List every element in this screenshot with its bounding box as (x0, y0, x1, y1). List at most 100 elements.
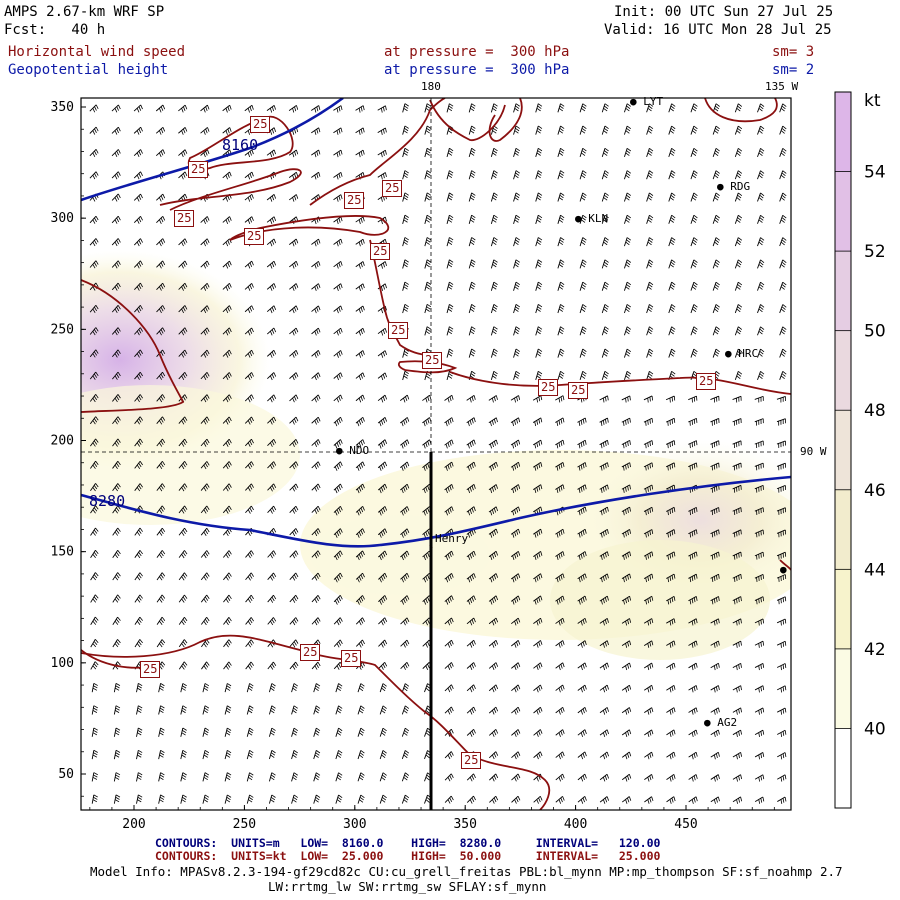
wind-barb (511, 751, 521, 760)
wind-barb (466, 461, 476, 471)
station-east-edge[interactable]: ● (780, 563, 787, 576)
wind-barb (535, 237, 543, 247)
wind-barb (446, 326, 454, 336)
wind-barb (379, 772, 387, 782)
wind-barb (468, 259, 476, 269)
station-hrc[interactable]: ● HRC (725, 347, 759, 360)
wind-barb (732, 507, 742, 516)
wind-barb (621, 662, 632, 671)
wind-barb (424, 214, 432, 224)
wind-barb (601, 348, 609, 358)
wind-barb (112, 483, 121, 492)
wind-barb (400, 595, 410, 605)
wind-barb (754, 507, 764, 515)
wind-barb (535, 147, 543, 158)
wind-barb (599, 618, 609, 626)
wind-barb (333, 416, 343, 427)
wind-barb (112, 394, 121, 403)
wind-barb (468, 192, 476, 202)
wind-barb (754, 462, 764, 471)
wind-barb (779, 371, 787, 380)
wind-barb (754, 685, 765, 693)
wind-barb (91, 794, 98, 804)
wind-barb (113, 727, 121, 737)
wind-barb (757, 237, 765, 247)
wind-barb (535, 125, 543, 135)
station-ndo[interactable]: ● NDO (336, 444, 370, 457)
wind-barb (555, 796, 565, 804)
wind-barb (468, 147, 476, 158)
station-rdg[interactable]: ● RDG (717, 180, 751, 193)
wind-barb (511, 662, 521, 671)
wind-barb (266, 104, 276, 113)
wind-barb (621, 751, 632, 760)
wind-barb (112, 550, 121, 559)
wind-barb (377, 417, 388, 427)
wind-barb (466, 573, 476, 583)
station-kln[interactable]: ● KLN (575, 212, 609, 225)
wind-barb (643, 662, 654, 671)
wind-barb (112, 594, 121, 603)
wind-barb (734, 103, 743, 113)
wind-barbs (89, 103, 787, 804)
wind-barb (644, 751, 654, 760)
wind-barb (601, 281, 609, 291)
wind-barb (777, 707, 787, 715)
wind-barb (621, 440, 631, 449)
colorbar-swatch (835, 410, 851, 490)
wind-contour-label: 25 (538, 379, 559, 396)
wind-barb (690, 214, 698, 224)
wind-barb (511, 773, 521, 782)
wind-barb (557, 192, 565, 202)
wind-barb (757, 281, 765, 291)
wind-barb (599, 796, 610, 804)
wind-barb (668, 326, 676, 336)
wind-barb (156, 550, 166, 559)
wind-barb (113, 683, 121, 693)
wind-barb (732, 395, 742, 403)
wind-barb (732, 418, 742, 426)
wind-barb (266, 149, 276, 158)
wind-barb (355, 283, 365, 291)
wind-barb (289, 260, 299, 269)
wind-barb (533, 751, 543, 760)
wind-barb (311, 550, 321, 559)
wind-barb (222, 282, 232, 291)
station-ag2[interactable]: ● AG2 (704, 716, 738, 729)
wind-barb (111, 215, 121, 224)
wind-barb (158, 749, 165, 760)
wind-barb (200, 461, 210, 470)
wind-barb (134, 394, 143, 403)
wind-barb (291, 705, 298, 715)
wind-barb (712, 148, 720, 158)
wind-barb (91, 772, 98, 782)
station-lyt[interactable]: ● LYT (630, 95, 664, 108)
wind-barb (666, 573, 676, 583)
wind-barb (222, 550, 232, 559)
wind-barb (532, 461, 543, 471)
wind-barb (333, 350, 343, 358)
wind-barb (646, 348, 654, 358)
wind-barb (156, 527, 166, 536)
station-henry[interactable]: Henry (435, 533, 468, 545)
wind-barb (533, 573, 543, 583)
wind-barb (134, 460, 143, 470)
wind-contour-label: 25 (568, 382, 589, 399)
wind-barb (333, 595, 343, 605)
wind-barb (400, 617, 410, 626)
wind-barb (134, 416, 143, 425)
wind-barb (555, 528, 565, 538)
wind-barb (646, 370, 654, 381)
wind-barb (333, 639, 343, 648)
wind-barb (754, 395, 764, 403)
wind-barb (513, 326, 520, 336)
wind-barb (688, 395, 698, 403)
wind-barb (688, 529, 698, 538)
wind-barb (668, 348, 676, 358)
wind-barb (289, 305, 299, 314)
wind-barb (646, 326, 654, 336)
wind-barb (134, 616, 143, 625)
wind-barb (510, 461, 521, 471)
wind-barb (444, 684, 454, 693)
